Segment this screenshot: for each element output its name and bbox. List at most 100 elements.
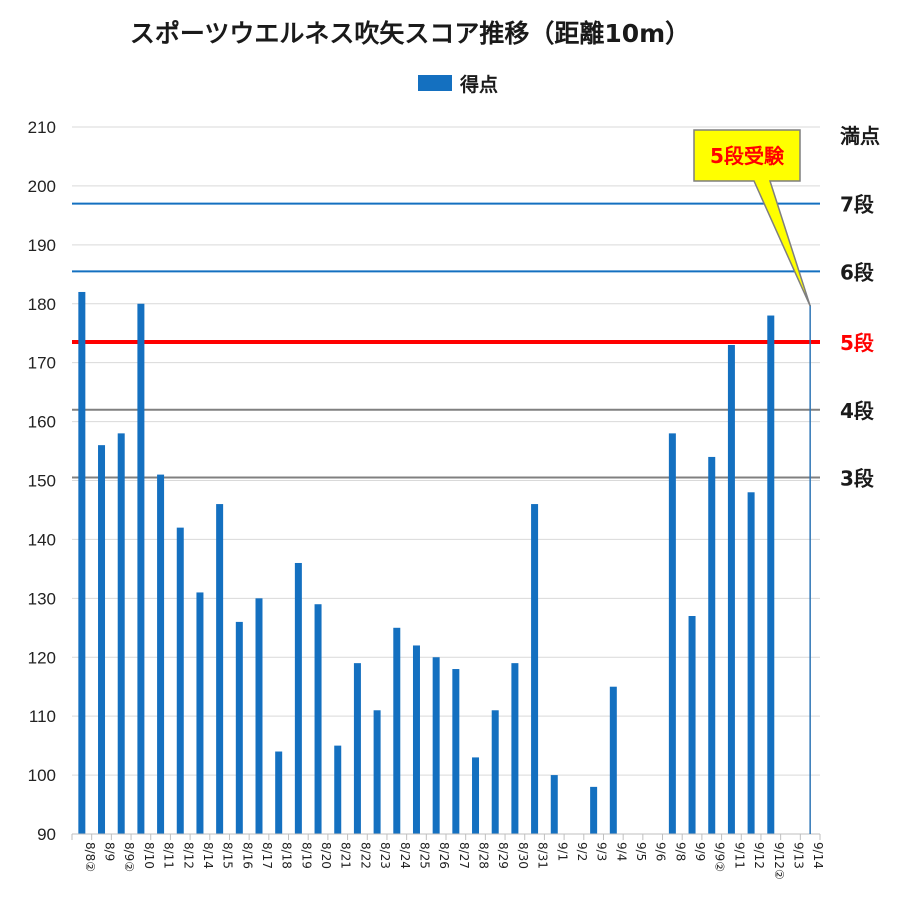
x-tick-label: 8/10 xyxy=(142,842,156,869)
x-tick-label: 8/19 xyxy=(299,842,313,869)
bar xyxy=(117,433,125,834)
bar xyxy=(747,492,755,834)
bar xyxy=(668,433,676,834)
bar xyxy=(550,775,558,834)
x-tick-label: 8/11 xyxy=(162,842,176,869)
bar xyxy=(590,786,598,834)
x-tick-label: 9/2 xyxy=(575,842,589,861)
x-tick-label: 8/17 xyxy=(260,842,274,869)
bar xyxy=(78,291,86,834)
bar xyxy=(491,710,499,834)
y-tick-label: 90 xyxy=(37,825,56,844)
bar xyxy=(727,344,735,834)
bar xyxy=(157,474,165,834)
y-tick-label: 140 xyxy=(28,530,56,549)
x-tick-label: 8/20 xyxy=(319,842,333,869)
y-axis: 90 100 110 120 130 140 150 160 170 180 190 200 210 xyxy=(28,118,56,844)
y-tick-label: 190 xyxy=(28,236,56,255)
x-tick-label: 8/16 xyxy=(240,842,254,869)
x-tick-label: 8/26 xyxy=(437,842,451,869)
bar xyxy=(531,504,539,834)
callout-text: 5段受験 xyxy=(710,144,785,168)
x-tick-label: 9/14 xyxy=(811,842,825,869)
reference-lines: 満点 7段 6段 5段 4段 3段 xyxy=(72,124,880,491)
reference-label: 3段 xyxy=(840,467,874,491)
legend-swatch xyxy=(418,75,452,91)
bar xyxy=(137,303,145,834)
chart-title: スポーツウエルネス吹矢スコア推移（距離10m） xyxy=(129,19,691,48)
bar xyxy=(708,456,716,834)
x-tick-label: 8/14 xyxy=(201,842,215,869)
bar xyxy=(688,616,696,834)
x-tick-label: 8/23 xyxy=(378,842,392,869)
x-tick-label: 8/18 xyxy=(280,842,294,869)
bar xyxy=(511,663,519,834)
x-tick-label: 9/6 xyxy=(654,842,668,861)
bar xyxy=(314,604,322,834)
x-tick-label: 9/4 xyxy=(614,842,628,861)
legend-label: 得点 xyxy=(460,73,499,96)
x-tick-label: 8/8② xyxy=(83,842,97,872)
x-tick-label: 9/11 xyxy=(732,842,746,869)
y-tick-label: 130 xyxy=(28,589,56,608)
bar xyxy=(393,627,401,834)
reference-label: 5段 xyxy=(840,331,874,355)
reference-label: 4段 xyxy=(840,399,874,423)
bar xyxy=(196,592,204,834)
x-tick-label: 8/31 xyxy=(536,842,550,869)
bar xyxy=(472,757,480,834)
y-tick-label: 200 xyxy=(28,177,56,196)
reference-label: 7段 xyxy=(840,193,874,217)
x-tick-label: 9/12 xyxy=(752,842,766,869)
x-tick-label: 8/27 xyxy=(457,842,471,869)
x-tick-label: 8/15 xyxy=(221,842,235,869)
bar xyxy=(609,686,617,834)
callout: 5段受験 xyxy=(693,129,811,834)
bar xyxy=(275,751,283,834)
x-tick-label: 8/30 xyxy=(516,842,530,869)
x-tick-label: 8/21 xyxy=(339,842,353,869)
legend: 得点 xyxy=(418,70,498,96)
x-tick-label: 9/9② xyxy=(713,842,727,872)
x-axis: 8/8② 8/9 8/9② 8/10 8/11 8/12 8/14 8/15 8/16 8/17 8… xyxy=(71,833,825,880)
bar xyxy=(176,527,184,834)
x-tick-label: 9/1 xyxy=(555,842,569,861)
bars xyxy=(78,291,775,834)
grid-lines xyxy=(72,126,820,835)
x-tick-label: 9/13 xyxy=(791,842,805,869)
bar xyxy=(353,663,361,834)
y-tick-label: 170 xyxy=(28,354,56,373)
x-tick-label: 8/12 xyxy=(181,842,195,869)
y-tick-label: 120 xyxy=(28,648,56,667)
bar xyxy=(767,315,775,834)
x-tick-label: 8/24 xyxy=(398,842,412,869)
y-tick-label: 160 xyxy=(28,413,56,432)
bar xyxy=(452,669,460,834)
bar xyxy=(334,745,342,834)
reference-label: 6段 xyxy=(840,260,874,284)
bar xyxy=(255,598,263,834)
reference-label: 満点 xyxy=(840,124,880,148)
y-tick-label: 210 xyxy=(28,118,56,137)
x-tick-label: 8/25 xyxy=(417,842,431,869)
y-tick-label: 180 xyxy=(28,295,56,314)
bar xyxy=(432,657,440,834)
bar xyxy=(98,445,106,834)
bar xyxy=(235,621,243,834)
y-tick-label: 100 xyxy=(28,766,56,785)
x-tick-label: 8/9② xyxy=(122,842,136,872)
x-tick-label: 8/29 xyxy=(496,842,510,869)
x-tick-label: 9/12② xyxy=(772,842,786,880)
x-tick-label: 9/3 xyxy=(595,842,609,861)
bar xyxy=(412,645,420,834)
bar xyxy=(373,710,381,834)
x-tick-label: 8/9 xyxy=(103,842,117,861)
x-tick-label: 9/9 xyxy=(693,842,707,861)
x-tick-label: 9/5 xyxy=(634,842,648,861)
x-tick-label: 9/8 xyxy=(673,842,687,861)
x-tick-label: 8/22 xyxy=(358,842,372,869)
x-tick-label: 8/28 xyxy=(477,842,491,869)
bar xyxy=(294,562,302,834)
y-tick-label: 150 xyxy=(28,472,56,491)
